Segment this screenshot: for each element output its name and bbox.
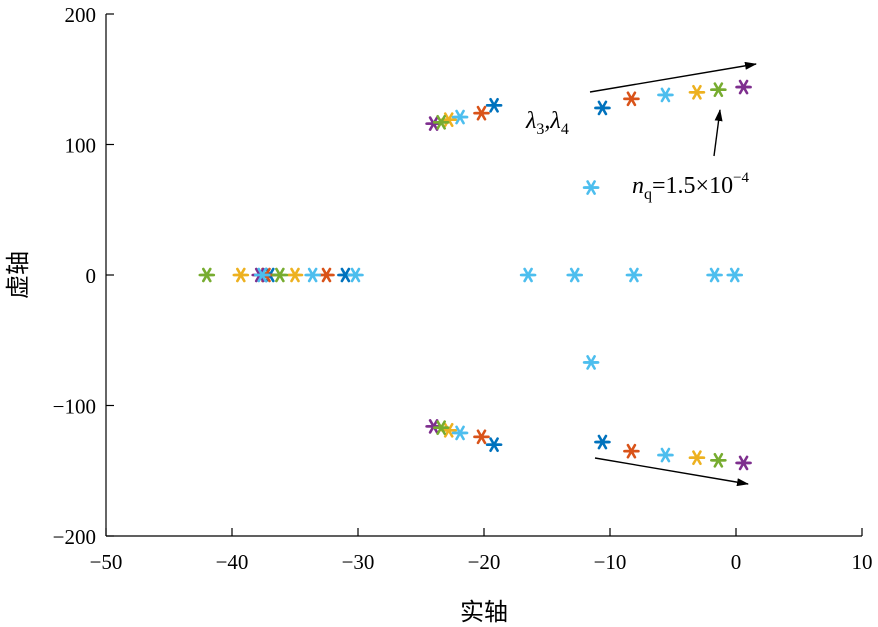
- data-point: [688, 450, 706, 466]
- data-point: [440, 112, 458, 128]
- arrow-lower-eigen: [594, 457, 749, 487]
- data-point: [318, 267, 335, 283]
- data-point: [582, 180, 600, 195]
- data-points: [198, 79, 752, 471]
- data-point: [253, 267, 271, 283]
- data-point: [519, 267, 537, 283]
- x-tick-label: −20: [468, 550, 501, 574]
- data-point: [425, 419, 442, 434]
- data-point: [735, 79, 752, 95]
- data-point: [485, 437, 503, 453]
- data-point: [473, 429, 490, 445]
- arrow-upper-eigen: [589, 61, 757, 93]
- data-point: [337, 267, 354, 283]
- y-tick-label: 200: [65, 3, 97, 27]
- data-point: [710, 82, 727, 98]
- data-point: [706, 267, 723, 283]
- annotations: λ3,λ4 nq=1.5×10−4: [525, 61, 757, 487]
- lambda-annotation: λ3,λ4: [525, 108, 569, 138]
- nq-annotation: nq=1.5×10−4: [632, 170, 750, 203]
- x-tick-label: −30: [342, 550, 375, 574]
- data-point: [286, 267, 304, 283]
- data-point: [625, 267, 643, 283]
- x-tick-label: 10: [852, 550, 873, 574]
- y-tick-label: −100: [53, 395, 96, 419]
- data-point: [623, 91, 640, 107]
- y-tick-label: −200: [53, 525, 96, 549]
- x-tick-label: −10: [594, 550, 627, 574]
- data-point: [594, 434, 611, 450]
- y-tick-label: 0: [86, 264, 97, 288]
- data-point: [688, 84, 706, 100]
- data-point: [198, 267, 216, 283]
- data-point: [566, 267, 584, 283]
- y-axis-title: 虚轴: [4, 251, 32, 299]
- data-point: [657, 447, 674, 463]
- arrow-nq-pointer: [713, 109, 723, 157]
- x-tick-label: −40: [216, 550, 249, 574]
- data-point: [582, 355, 600, 370]
- data-point: [710, 452, 727, 468]
- x-axis-title: 实轴: [460, 598, 508, 626]
- data-point: [432, 114, 450, 130]
- data-point: [594, 100, 611, 116]
- ticks: [105, 13, 863, 537]
- data-point: [657, 87, 674, 103]
- data-point: [735, 455, 752, 471]
- axes: [105, 14, 862, 537]
- data-point: [304, 267, 321, 283]
- data-point: [347, 267, 364, 283]
- data-point: [623, 443, 640, 459]
- data-point: [451, 109, 469, 125]
- data-point: [451, 425, 469, 441]
- data-point: [726, 267, 744, 283]
- data-point: [271, 267, 289, 283]
- data-point: [473, 105, 490, 121]
- x-tick-label: −50: [90, 550, 123, 574]
- y-tick-label: 100: [65, 134, 97, 158]
- data-point: [432, 420, 450, 436]
- x-tick-label: 0: [731, 550, 742, 574]
- data-point: [485, 97, 503, 113]
- data-point: [425, 116, 442, 131]
- data-point: [232, 267, 250, 283]
